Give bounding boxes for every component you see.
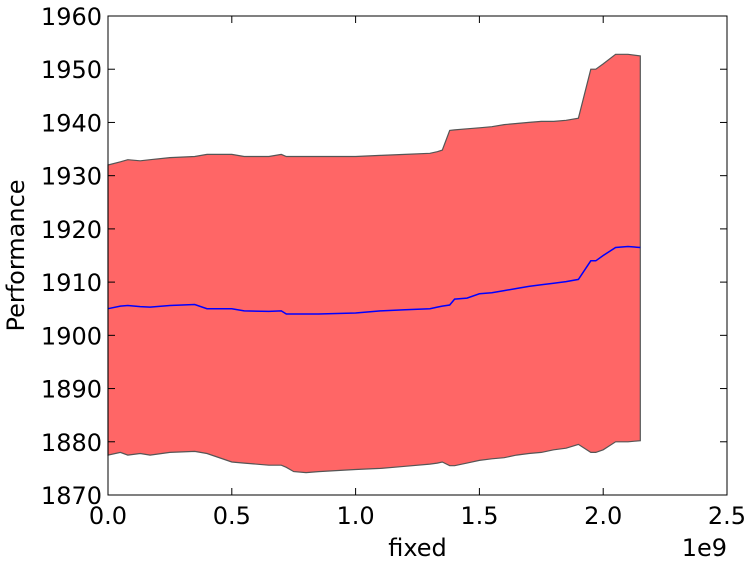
confidence-band xyxy=(107,53,641,474)
y-tick-label: 1950 xyxy=(41,56,102,84)
mean-line xyxy=(107,245,641,315)
y-tick-label: 1930 xyxy=(41,163,102,191)
y-axis-ticks: 1870 1880 1890 1900 1910 1920 1930 1940 1950 1960 xyxy=(41,3,727,510)
x-tick-label: 1.0 xyxy=(337,502,375,530)
x-tick-label: 2.5 xyxy=(708,502,746,530)
y-tick-label: 1900 xyxy=(41,322,102,350)
x-axis-offset-label: 1e9 xyxy=(682,534,727,562)
y-tick-label: 1920 xyxy=(41,216,102,244)
x-axis-label: fixed xyxy=(388,534,447,562)
y-tick-label: 1880 xyxy=(41,429,102,457)
x-axis-ticks: 0.0 0.5 1.0 1.5 2.0 2.5 xyxy=(89,16,746,530)
x-tick-label: 1.5 xyxy=(460,502,498,530)
y-tick-label: 1890 xyxy=(41,376,102,404)
y-tick-label: 1910 xyxy=(41,269,102,297)
y-axis-label: Performance xyxy=(2,179,30,331)
x-tick-label: 0.5 xyxy=(213,502,251,530)
y-tick-label: 1870 xyxy=(41,482,102,510)
plot-area xyxy=(107,53,641,474)
plot-frame xyxy=(107,15,728,496)
y-tick-label: 1940 xyxy=(41,109,102,137)
y-tick-label: 1960 xyxy=(41,3,102,31)
x-tick-label: 2.0 xyxy=(584,502,622,530)
x-tick-label: 0.0 xyxy=(89,502,127,530)
